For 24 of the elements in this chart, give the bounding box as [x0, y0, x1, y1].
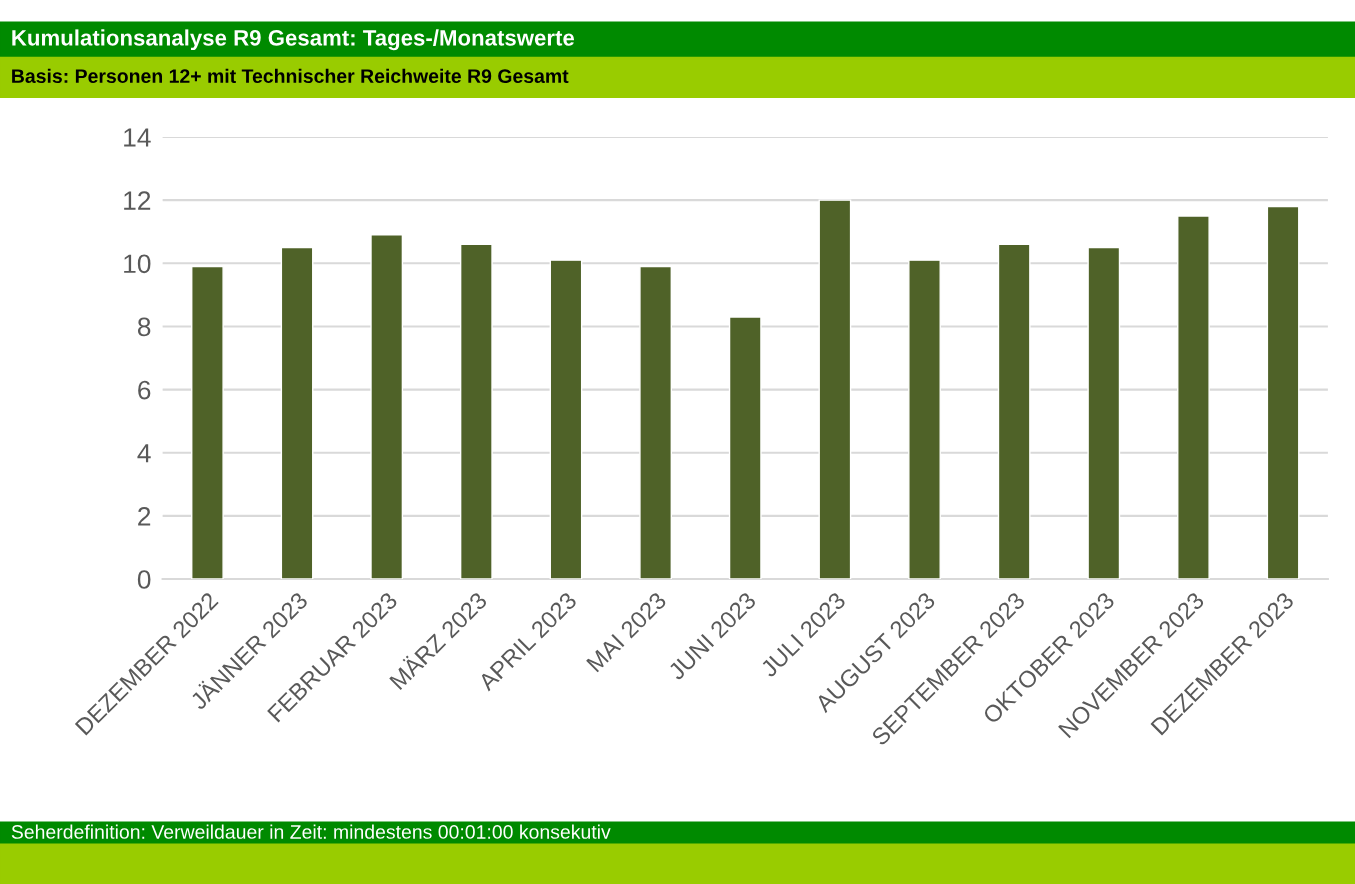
bar [639, 265, 672, 580]
y-tick-label: 12 [124, 191, 151, 210]
y-tick-label: 8 [137, 317, 151, 337]
bar [549, 259, 583, 580]
y-tick-label: 10 [124, 254, 151, 274]
y-tick-label: 6 [138, 380, 151, 400]
bar [191, 265, 224, 580]
bar [728, 316, 762, 580]
chart-subtitle: Basis: Personen 12+ mit Technischer Reichweite R9 Gesamt [12, 68, 569, 84]
y-tick-label: 0 [137, 570, 151, 589]
bar [1087, 246, 1121, 580]
bar [1177, 215, 1210, 580]
text: Seherdefinition: Verweildauer in Zeit: mindestens 00:01:00 konsekutiv [11, 824, 611, 839]
bar [280, 246, 314, 580]
chart-title: Kumulationsanalyse R9 Gesamt: Tages-/Monatswerte [12, 29, 575, 51]
bar [459, 243, 493, 580]
bar [818, 199, 852, 580]
bar [370, 234, 404, 580]
bar [1266, 205, 1300, 580]
y-tick-label: 2 [138, 507, 151, 526]
y-tick-label: 14 [124, 128, 151, 147]
bar [997, 243, 1031, 580]
bar [908, 259, 941, 580]
y-tick-label: 4 [137, 444, 151, 463]
